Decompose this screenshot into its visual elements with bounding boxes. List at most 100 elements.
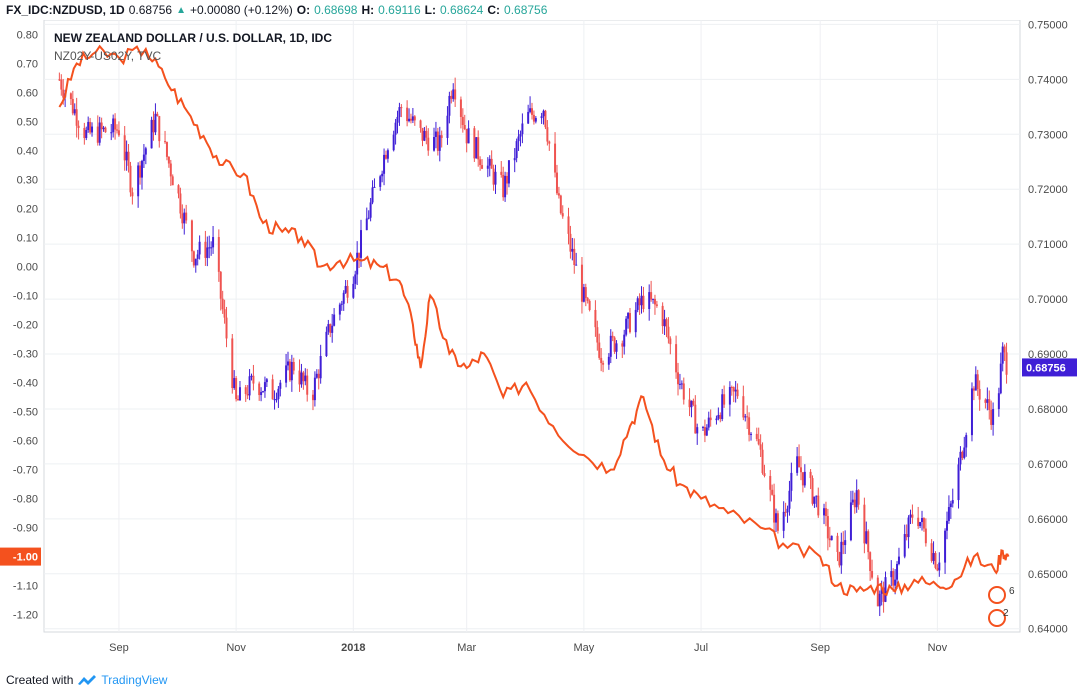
candle — [628, 307, 631, 334]
candle-body — [490, 158, 493, 169]
candle-body — [830, 535, 833, 541]
chart-area[interactable]: 0.75000 0.74000 0.73000 0.72000 0.71000 0.700… — [0, 19, 1079, 665]
candle-body — [329, 324, 332, 333]
candle-body — [567, 216, 570, 234]
candle — [463, 114, 466, 131]
candle-body — [750, 433, 753, 435]
candle — [992, 402, 995, 436]
candle-body — [667, 326, 670, 339]
candle — [642, 286, 645, 313]
candle-body — [917, 517, 920, 527]
event-flag-icon[interactable] — [988, 586, 1006, 604]
candle-body — [250, 375, 253, 377]
candle — [383, 148, 386, 186]
candle-body — [408, 118, 411, 122]
candle-body — [131, 192, 134, 197]
candle — [723, 385, 726, 408]
candle-body — [759, 444, 762, 450]
candle-body — [921, 518, 924, 523]
candle-body — [588, 300, 591, 310]
right-tick-label: 0.64000 — [1028, 624, 1068, 636]
candle-body — [840, 541, 843, 566]
candle — [598, 333, 601, 360]
candle — [773, 483, 776, 534]
left-tick-label: -0.20 — [13, 320, 38, 332]
candle-body — [204, 241, 207, 258]
candle — [127, 143, 130, 173]
candle — [903, 524, 906, 559]
price-chart[interactable]: 0.750000.740000.730000.720000.710000.700… — [0, 19, 1079, 665]
candle-body — [692, 400, 695, 405]
event-markers[interactable]: 6 2 — [988, 586, 1015, 627]
candle — [623, 329, 626, 355]
candle-body — [896, 563, 899, 580]
candle-body — [384, 154, 387, 159]
candle-body — [381, 173, 384, 177]
candle-body — [761, 449, 764, 474]
candle — [932, 541, 935, 565]
candle — [930, 539, 933, 563]
candle — [663, 309, 666, 336]
candle — [89, 117, 92, 135]
symbol-name[interactable]: FX_IDC:NZDUSD, 1D — [6, 3, 125, 17]
candle — [531, 102, 533, 120]
candle — [648, 284, 651, 321]
candle-body — [878, 593, 881, 607]
candle — [721, 388, 724, 422]
event-flag-icon[interactable] — [988, 609, 1006, 627]
right-tick-label: 0.66000 — [1028, 514, 1068, 526]
candle — [248, 369, 251, 401]
candle-body — [137, 165, 140, 197]
candle-body — [333, 314, 336, 326]
candle-body — [288, 361, 291, 381]
candle-body — [853, 499, 856, 508]
candle — [450, 90, 453, 104]
candle-body — [640, 295, 643, 306]
candle-body — [358, 252, 361, 258]
candle-body — [611, 335, 614, 338]
left-tick-label: 0.10 — [17, 233, 38, 245]
candle-body — [394, 122, 397, 135]
candle-body — [680, 383, 683, 385]
candle-body — [903, 534, 906, 557]
candle — [924, 518, 927, 547]
candle — [761, 442, 764, 475]
candle-body — [817, 495, 820, 516]
candle — [479, 156, 482, 171]
candle-body — [225, 317, 228, 339]
candle-body — [757, 438, 760, 445]
candle-body — [506, 175, 509, 184]
candle-body — [139, 165, 142, 178]
candle-body — [911, 514, 914, 518]
candle — [611, 331, 614, 342]
candle-body — [300, 372, 303, 385]
low-value: 0.68624 — [439, 3, 484, 17]
candle — [338, 302, 341, 321]
candle-body — [548, 141, 551, 144]
candle-body — [561, 213, 564, 217]
candle — [717, 407, 720, 421]
candle — [486, 157, 489, 178]
tradingview-link[interactable]: TradingView — [101, 673, 168, 687]
candle — [911, 504, 914, 524]
x-tick-label: Sep — [810, 642, 830, 654]
candle — [425, 125, 428, 145]
candle — [694, 395, 697, 434]
candle-body — [813, 496, 816, 504]
candle — [140, 159, 143, 190]
candle — [897, 547, 900, 566]
candle-body — [156, 113, 159, 117]
candle-body — [158, 116, 161, 142]
candle-body — [360, 230, 363, 258]
candle — [652, 298, 655, 304]
candle-body — [638, 298, 641, 306]
left-tick-label: 0.50 — [17, 117, 38, 129]
candle — [811, 475, 814, 506]
right-tick-label: 0.74000 — [1028, 74, 1068, 86]
candle — [613, 336, 616, 354]
candle-body — [978, 388, 981, 400]
left-tick-label: -0.60 — [13, 436, 38, 448]
candle-body — [319, 355, 322, 379]
candle-body — [688, 399, 691, 408]
candle — [627, 312, 630, 329]
